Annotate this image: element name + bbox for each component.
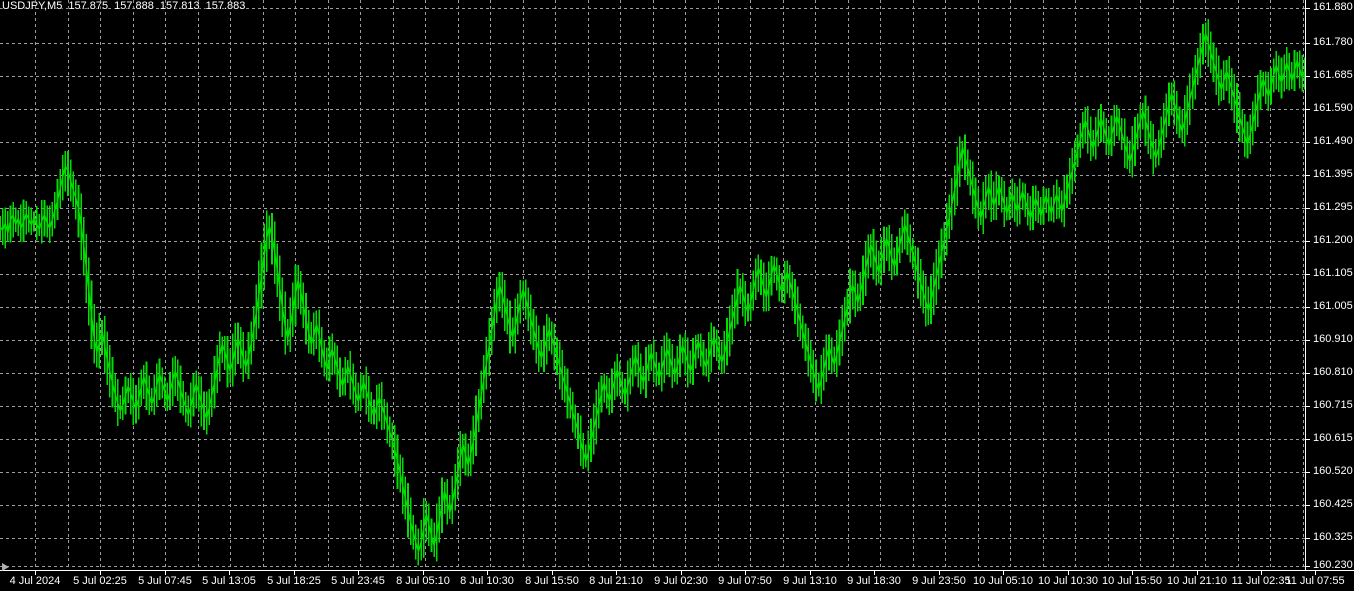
time-axis-tick	[294, 571, 295, 575]
time-axis-label: 8 Jul 05:10	[396, 575, 450, 587]
time-axis-label: 5 Jul 18:25	[267, 575, 321, 587]
price-axis-label: 161.590	[1313, 102, 1353, 114]
time-axis[interactable]: 4 Jul 2024 5 Jul 02:25 5 Jul 07:45 5 Jul 13…	[0, 570, 1354, 591]
time-axis-tick	[874, 571, 875, 575]
time-axis-label: 9 Jul 18:30	[847, 575, 901, 587]
price-axis-tick	[1306, 566, 1310, 567]
price-axis-label: 160.230	[1313, 559, 1353, 571]
time-axis-label: 5 Jul 07:45	[138, 575, 192, 587]
price-axis-tick	[1306, 208, 1310, 209]
price-axis-tick	[1306, 439, 1310, 440]
price-axis-tick	[1306, 340, 1310, 341]
time-axis-tick	[358, 571, 359, 575]
time-axis-label: 5 Jul 23:45	[331, 575, 385, 587]
price-axis-tick	[1306, 538, 1310, 539]
time-axis-label: 4 Jul 2024	[9, 575, 61, 587]
price-axis-label: 161.490	[1313, 135, 1353, 147]
time-axis-label: 11 Jul 07:55	[1285, 575, 1345, 587]
time-axis-tick	[939, 571, 940, 575]
price-axis-label: 161.395	[1313, 168, 1353, 180]
price-axis-tick	[1306, 505, 1310, 506]
price-axis-label: 161.295	[1313, 201, 1353, 213]
time-axis-label: 9 Jul 23:50	[912, 575, 966, 587]
time-axis-tick	[1068, 571, 1069, 575]
time-axis-tick	[745, 571, 746, 575]
time-axis-label: 10 Jul 15:50	[1102, 575, 1162, 587]
price-axis[interactable]: 161.880 161.780 161.685 161.590 161.490 161.3…	[1305, 0, 1354, 571]
price-axis-label: 161.880	[1313, 1, 1353, 13]
time-axis-tick	[423, 571, 424, 575]
time-axis-tick	[1003, 571, 1004, 575]
price-axis-tick	[1306, 109, 1310, 110]
price-axis-label: 161.200	[1313, 234, 1353, 246]
price-axis-tick	[1306, 274, 1310, 275]
time-axis-label: 10 Jul 21:10	[1167, 575, 1227, 587]
time-axis-tick	[1132, 571, 1133, 575]
time-axis-label: 11 Jul 02:35	[1231, 575, 1291, 587]
time-axis-label: 5 Jul 13:05	[202, 575, 256, 587]
time-axis-label: 10 Jul 10:30	[1038, 575, 1098, 587]
price-axis-tick	[1306, 406, 1310, 407]
price-axis-label: 161.105	[1313, 267, 1353, 279]
price-axis-label: 160.425	[1313, 498, 1353, 510]
chart-gridlines	[0, 0, 1305, 570]
price-axis-tick	[1306, 175, 1310, 176]
chart-plot-area[interactable]	[0, 0, 1305, 570]
time-axis-tick	[552, 571, 553, 575]
time-axis-tick	[1261, 571, 1262, 575]
time-axis-tick	[229, 571, 230, 575]
price-axis-tick	[1306, 307, 1310, 308]
time-axis-label: 10 Jul 05:10	[973, 575, 1033, 587]
time-axis-tick	[35, 571, 36, 575]
time-axis-label: 8 Jul 10:30	[460, 575, 514, 587]
price-axis-label: 160.910	[1313, 333, 1353, 345]
price-axis-tick	[1306, 43, 1310, 44]
time-axis-label: 9 Jul 02:30	[654, 575, 708, 587]
price-axis-label: 160.615	[1313, 432, 1353, 444]
price-axis-tick	[1306, 472, 1310, 473]
price-axis-label: 160.520	[1313, 465, 1353, 477]
time-axis-tick	[1197, 571, 1198, 575]
price-axis-tick	[1306, 142, 1310, 143]
price-axis-label: 161.780	[1313, 36, 1353, 48]
price-axis-tick	[1306, 241, 1310, 242]
time-axis-tick	[810, 571, 811, 575]
time-axis-label: 8 Jul 21:10	[589, 575, 643, 587]
price-axis-label: 160.810	[1313, 366, 1353, 378]
price-axis-label: 160.715	[1313, 399, 1353, 411]
price-axis-label: 161.005	[1313, 300, 1353, 312]
price-axis-tick	[1306, 76, 1310, 77]
scroll-left-arrow-icon[interactable]	[2, 563, 10, 571]
time-axis-label: 9 Jul 07:50	[718, 575, 772, 587]
price-axis-tick	[1306, 8, 1310, 9]
price-series-line	[0, 19, 1305, 566]
time-axis-tick	[165, 571, 166, 575]
price-axis-tick	[1306, 373, 1310, 374]
time-axis-tick	[100, 571, 101, 575]
time-axis-tick	[616, 571, 617, 575]
time-axis-tick	[1315, 571, 1316, 575]
time-axis-label: 8 Jul 15:50	[525, 575, 579, 587]
time-axis-tick	[487, 571, 488, 575]
time-axis-label: 5 Jul 02:25	[73, 575, 127, 587]
time-axis-tick	[681, 571, 682, 575]
price-axis-label: 160.325	[1313, 531, 1353, 543]
price-axis-label: 161.685	[1313, 69, 1353, 81]
time-axis-label: 9 Jul 13:10	[783, 575, 837, 587]
